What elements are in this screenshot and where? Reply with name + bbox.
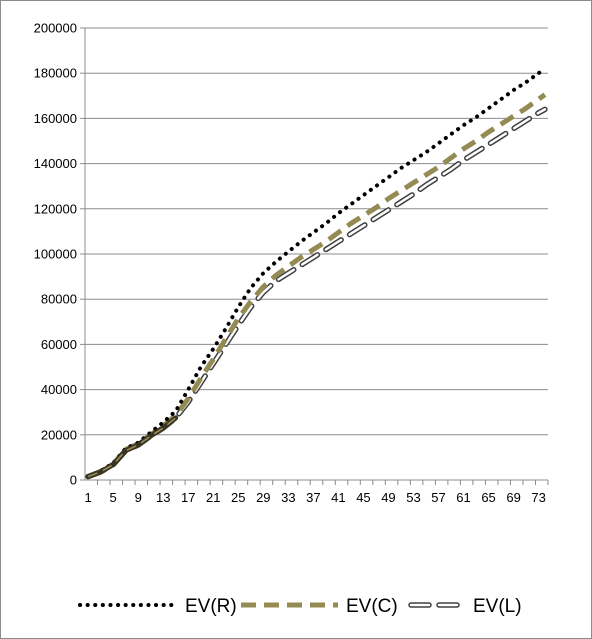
y-axis-ticks: 0 20000 40000 60000 80000 100000 120000 140000 1…: [34, 21, 85, 488]
x-tick-label: 5: [110, 490, 117, 505]
y-tick-label: 80000: [41, 292, 77, 307]
series-line-2-inner: [86, 108, 547, 478]
series-overlap-highlight: [87, 417, 177, 478]
legend: EV(R) EV(C) EV(L): [78, 596, 522, 617]
legend-label: EV(L): [473, 596, 522, 617]
x-tick-label: 25: [231, 490, 245, 505]
y-tick-label: 160000: [34, 111, 77, 126]
x-tick-label: 1: [85, 490, 92, 505]
y-tick-label: 120000: [34, 201, 77, 216]
y-tick-label: 60000: [41, 337, 77, 352]
x-tick-label: 57: [431, 490, 445, 505]
x-tick-label: 13: [156, 490, 170, 505]
y-tick-label: 200000: [34, 21, 77, 36]
x-tick-label: 37: [306, 490, 320, 505]
legend-label: EV(R): [185, 596, 237, 617]
x-tick-label: 17: [181, 490, 195, 505]
y-tick-label: 20000: [41, 427, 77, 442]
series-line-2-outer: [85, 106, 548, 480]
x-tick-label: 65: [481, 490, 495, 505]
y-tick-label: 0: [70, 473, 77, 488]
x-tick-label: 73: [531, 490, 545, 505]
x-tick-label: 53: [406, 490, 420, 505]
x-tick-label: 45: [356, 490, 370, 505]
x-tick-label: 49: [381, 490, 395, 505]
x-tick-label: 41: [331, 490, 345, 505]
series-lines: [85, 66, 548, 480]
x-tick-label: 69: [506, 490, 520, 505]
x-tick-label: 33: [281, 490, 295, 505]
y-tick-label: 100000: [34, 247, 77, 262]
series-line-0: [86, 66, 547, 479]
y-tick-label: 40000: [41, 382, 77, 397]
axes: [84, 28, 548, 481]
y-tick-label: 140000: [34, 156, 77, 171]
y-tick-label: 180000: [34, 66, 77, 81]
x-tick-label: 21: [206, 490, 220, 505]
x-axis-ticks: 1 5 9 13 17 21 25 29 33 37 41 45 49 53 57 61 65 69 73: [85, 480, 549, 505]
x-tick-label: 61: [456, 490, 470, 505]
x-tick-label: 9: [135, 490, 142, 505]
x-tick-label: 29: [256, 490, 270, 505]
legend-label: EV(C): [346, 596, 398, 617]
